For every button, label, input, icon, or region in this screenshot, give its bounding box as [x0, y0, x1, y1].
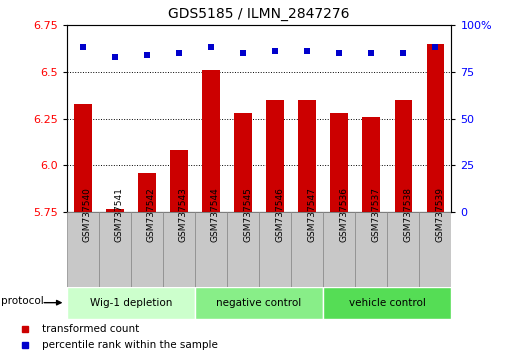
Bar — [195, 287, 323, 319]
Text: GSM737544: GSM737544 — [211, 187, 220, 242]
Text: transformed count: transformed count — [42, 324, 140, 333]
Bar — [227, 212, 259, 287]
Bar — [363, 117, 380, 212]
Bar — [67, 287, 195, 319]
Bar — [355, 212, 387, 287]
Text: Wig-1 depletion: Wig-1 depletion — [90, 298, 172, 308]
Bar — [67, 212, 98, 287]
Text: GSM737543: GSM737543 — [179, 187, 188, 242]
Text: GSM737538: GSM737538 — [403, 187, 412, 242]
Title: GDS5185 / ILMN_2847276: GDS5185 / ILMN_2847276 — [168, 7, 350, 21]
Text: GSM737545: GSM737545 — [243, 187, 252, 242]
Bar — [106, 209, 124, 212]
Bar — [323, 212, 355, 287]
Text: vehicle control: vehicle control — [349, 298, 426, 308]
Bar — [98, 212, 131, 287]
Text: GSM737546: GSM737546 — [275, 187, 284, 242]
Bar — [74, 104, 91, 212]
Text: GSM737539: GSM737539 — [436, 187, 444, 242]
Text: GSM737541: GSM737541 — [115, 187, 124, 242]
Bar — [330, 113, 348, 212]
Bar — [387, 212, 420, 287]
Bar — [291, 212, 323, 287]
Bar — [427, 44, 444, 212]
Bar — [259, 212, 291, 287]
Bar — [299, 100, 316, 212]
Bar — [163, 212, 195, 287]
Text: protocol: protocol — [2, 296, 44, 306]
Bar — [170, 150, 188, 212]
Bar — [266, 100, 284, 212]
Text: GSM737542: GSM737542 — [147, 187, 156, 242]
Text: GSM737540: GSM737540 — [83, 187, 92, 242]
Text: GSM737537: GSM737537 — [371, 187, 380, 242]
Bar — [420, 212, 451, 287]
Bar — [323, 287, 451, 319]
Bar — [131, 212, 163, 287]
Bar — [202, 70, 220, 212]
Bar — [394, 100, 412, 212]
Text: percentile rank within the sample: percentile rank within the sample — [42, 340, 218, 350]
Bar — [195, 212, 227, 287]
Bar — [138, 173, 155, 212]
Text: GSM737536: GSM737536 — [339, 187, 348, 242]
Text: GSM737547: GSM737547 — [307, 187, 316, 242]
Text: negative control: negative control — [216, 298, 302, 308]
Bar — [234, 113, 252, 212]
